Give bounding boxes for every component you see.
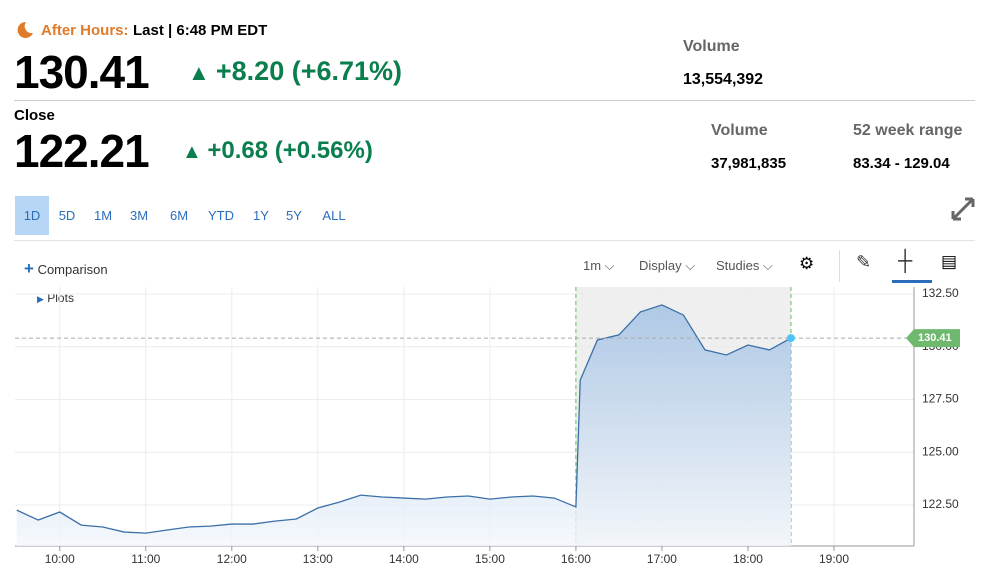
x-tick-label: 13:00	[303, 552, 333, 566]
close-price: 122.21	[14, 125, 150, 177]
range-tab[interactable]: ALL	[322, 208, 346, 223]
comparison[interactable]: + Comparison	[24, 259, 108, 278]
last-price-label: 130.41	[918, 332, 952, 344]
range-tab[interactable]: YTD	[208, 208, 234, 223]
studies-text: Studies	[716, 258, 760, 273]
plots[interactable]: ▶ Plots	[37, 291, 74, 305]
x-tick-label: 17:00	[647, 552, 677, 566]
moon-icon	[17, 21, 33, 38]
interval[interactable]: 1m ⌵	[583, 258, 615, 273]
x-tick-label: 12:00	[217, 552, 247, 566]
x-tick-label: 10:00	[45, 552, 75, 566]
range-label: 52 week range	[853, 122, 963, 139]
y-tick-label: 130.00	[922, 339, 959, 353]
change-text: +8.20 (+6.71%)	[215, 56, 403, 86]
range-tab[interactable]: 5D	[58, 208, 76, 223]
comment-icon[interactable]: ▤	[941, 252, 958, 271]
range-tab[interactable]: 5Y	[286, 208, 302, 223]
divider	[14, 100, 975, 101]
x-tick-label: 16:00	[561, 552, 591, 566]
close-change-text: +0.68 (+0.56%)	[207, 137, 373, 164]
after-hours-label: After Hours:	[41, 22, 129, 39]
y-tick-label: 127.50	[922, 392, 959, 406]
x-tick-label: 15:00	[475, 552, 505, 566]
area	[16, 304, 791, 546]
last-point	[786, 334, 795, 343]
studies[interactable]: Studies ⌵	[716, 258, 773, 273]
x-tick-label: 19:00	[819, 552, 849, 566]
settings-icon[interactable]: ⚙	[799, 254, 815, 273]
divider	[14, 240, 975, 241]
range: 83.34 - 129.04	[853, 155, 950, 172]
display[interactable]: Display ⌵	[639, 258, 696, 273]
price-line	[16, 304, 792, 534]
x-tick-label: 11:00	[131, 552, 160, 566]
draw-icon[interactable]: ✎	[856, 252, 872, 272]
crosshair-icon[interactable]: ┼	[898, 250, 913, 272]
expand-icon[interactable]	[950, 196, 976, 222]
y-tick-label: 132.50	[922, 286, 959, 300]
plots-text: Plots	[47, 291, 74, 305]
interval-text: 1m	[583, 258, 602, 273]
divider	[839, 250, 840, 282]
last-label: Last | 6:48 PM EDT	[133, 22, 268, 39]
active-underline	[892, 280, 932, 283]
close-volume: 37,981,835	[711, 155, 787, 172]
close-label: Close	[14, 107, 55, 124]
volume: 13,554,392	[683, 71, 764, 88]
range-tab[interactable]: 1M	[93, 208, 113, 223]
x-tick-label: 14:00	[389, 552, 419, 566]
range-tab[interactable]: 3M	[129, 208, 149, 223]
price: 130.41	[14, 46, 150, 98]
y-tick-label: 125.00	[922, 444, 959, 458]
after-hours-shade	[575, 287, 791, 546]
comparison-text: Comparison	[37, 262, 108, 277]
change: ▲ +8.20 (+6.71%)	[188, 56, 403, 86]
x-tick-label: 18:00	[733, 552, 763, 566]
close-change: ▲ +0.68 (+0.56%)	[182, 137, 373, 164]
range-tab[interactable]: 1D	[15, 196, 49, 235]
range-tab[interactable]: 1Y	[253, 208, 269, 223]
y-tick-label: 122.50	[922, 497, 959, 511]
volume-label: Volume	[683, 38, 740, 55]
last-price-tag	[906, 329, 960, 348]
range-tab[interactable]: 6M	[169, 208, 189, 223]
display-text: Display	[639, 258, 682, 273]
close-volume-label: Volume	[711, 122, 768, 139]
